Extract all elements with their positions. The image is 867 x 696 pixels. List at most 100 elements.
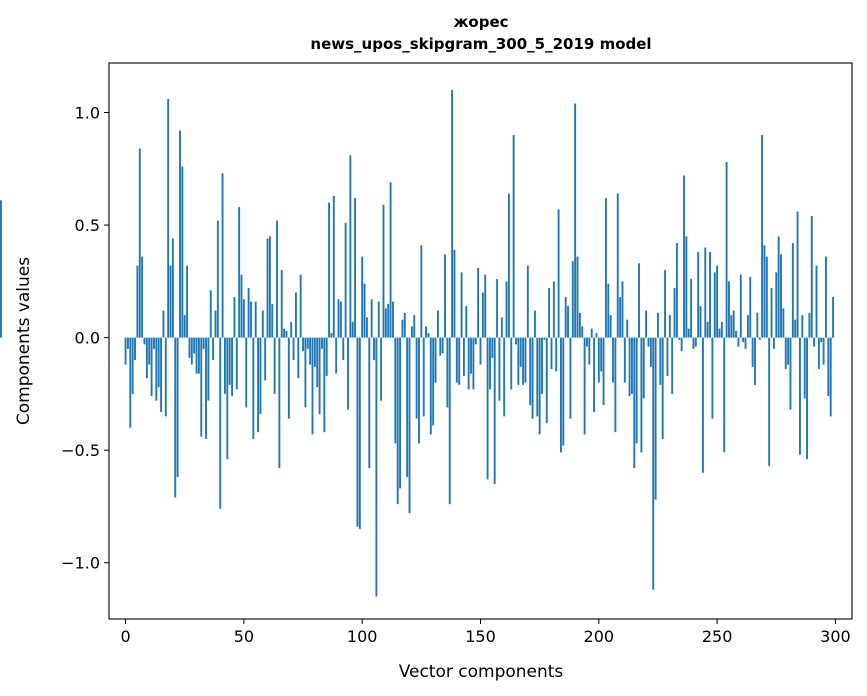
bar: [425, 326, 428, 338]
bar: [209, 290, 212, 338]
bar: [642, 337, 645, 399]
bar: [746, 315, 749, 338]
bar: [429, 337, 432, 435]
bar: [640, 337, 643, 453]
bar: [439, 337, 442, 356]
bar: [415, 337, 418, 419]
bar: [432, 337, 435, 426]
bar: [775, 272, 778, 338]
bar: [829, 337, 832, 417]
bar: [186, 265, 189, 338]
bar: [683, 175, 685, 338]
bar: [562, 337, 565, 446]
bar: [472, 337, 475, 390]
bar: [174, 337, 177, 498]
bar: [280, 270, 283, 338]
bar: [138, 148, 141, 338]
bar: [349, 155, 352, 338]
bar: [701, 337, 704, 473]
bar: [496, 279, 499, 338]
bar: [259, 337, 262, 415]
bar: [517, 337, 520, 385]
bar: [160, 337, 162, 412]
bar: [351, 321, 354, 338]
x-axis-ticks: 0 50 100 150 200 250 300: [120, 619, 851, 646]
bar: [224, 337, 226, 394]
bar: [240, 274, 243, 338]
bar: [214, 310, 217, 338]
bar: [313, 337, 316, 367]
bar: [794, 319, 797, 338]
bar: [822, 337, 825, 365]
bar: [671, 337, 674, 394]
bar: [827, 337, 830, 397]
bar: [356, 337, 359, 527]
bar: [616, 193, 619, 338]
bar: [796, 211, 799, 338]
bar: [354, 198, 357, 338]
y-tick-label: 1.0: [75, 104, 100, 123]
bar: [820, 337, 823, 343]
bar: [401, 319, 404, 338]
bar: [321, 337, 323, 349]
bar: [344, 222, 347, 338]
bar: [153, 337, 155, 349]
bar: [735, 330, 737, 338]
bar: [649, 337, 652, 367]
bar: [628, 337, 631, 397]
bar: [673, 288, 676, 338]
bar: [212, 337, 215, 361]
bar: [363, 283, 366, 338]
bar: [583, 337, 586, 435]
bar: [446, 337, 449, 408]
bar: [330, 333, 333, 338]
bar: [777, 236, 780, 338]
bar: [600, 337, 603, 372]
bar: [564, 297, 567, 338]
bar: [226, 337, 229, 460]
bar: [524, 337, 527, 383]
bar: [283, 328, 286, 338]
bar: [806, 337, 808, 460]
bar: [150, 337, 153, 397]
bar: [145, 337, 148, 379]
bar: [555, 337, 558, 372]
bar: [635, 337, 638, 444]
bar: [529, 337, 532, 406]
bar: [815, 265, 818, 338]
bar: [164, 337, 167, 417]
bars-group: [0, 90, 835, 597]
x-tick-label: 150: [465, 627, 496, 646]
bar: [801, 315, 804, 338]
bar: [500, 317, 503, 338]
bar: [593, 337, 596, 412]
bar: [588, 337, 591, 365]
bar: [477, 267, 480, 338]
bar: [578, 312, 581, 338]
bar: [273, 337, 276, 394]
bar: [250, 301, 252, 338]
bar: [441, 337, 444, 354]
bar: [772, 337, 775, 349]
bar: [758, 337, 761, 340]
bar: [713, 272, 716, 338]
bar: [465, 306, 468, 338]
bar: [784, 337, 787, 370]
bar: [545, 337, 548, 424]
bar: [515, 337, 517, 345]
bar: [169, 265, 172, 338]
bar: [550, 337, 553, 370]
bar: [384, 308, 387, 338]
bar: [141, 256, 144, 338]
bar: [486, 337, 489, 480]
bar: [316, 337, 319, 388]
bar: [361, 256, 364, 338]
bar: [368, 337, 371, 469]
bar: [654, 337, 657, 500]
bar: [522, 337, 525, 385]
bar: [193, 337, 196, 354]
bar: [526, 265, 529, 338]
bar: [261, 310, 264, 338]
bar: [207, 337, 210, 401]
bar: [124, 337, 127, 365]
